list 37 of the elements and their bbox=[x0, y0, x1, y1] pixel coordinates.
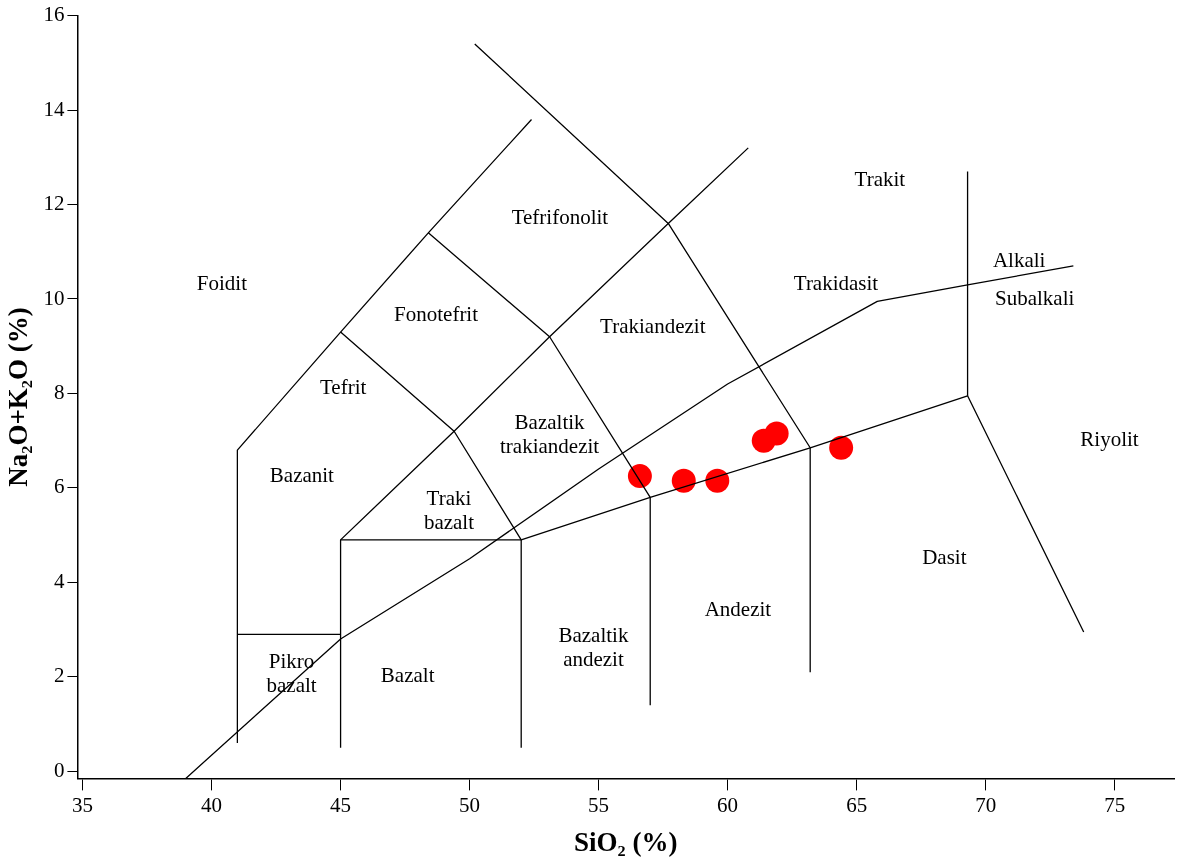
x-tick-label: 70 bbox=[975, 792, 997, 817]
x-axis-title: SiO₂ (%) bbox=[574, 826, 678, 857]
y-tick-label: 12 bbox=[43, 191, 65, 216]
y-tick-label: 10 bbox=[43, 285, 65, 310]
y-axis-title: Na₂O+K₂O (%) bbox=[3, 307, 34, 487]
x-tick-label: 35 bbox=[72, 792, 94, 817]
x-tick-label: 40 bbox=[201, 792, 223, 817]
x-tick-label: 75 bbox=[1104, 792, 1126, 817]
annotation: Trakiandezit bbox=[600, 313, 706, 338]
x-tick-label: 60 bbox=[717, 792, 739, 817]
annotation: Dasit bbox=[922, 545, 967, 570]
annotation: Subalkali bbox=[995, 285, 1075, 310]
y-tick-label: 14 bbox=[43, 96, 65, 121]
annotation: Trakidasit bbox=[793, 271, 879, 296]
annotation: Traki bazalt bbox=[423, 486, 475, 535]
annotation: Bazalt bbox=[380, 663, 435, 688]
x-tick-label: 65 bbox=[846, 792, 868, 817]
y-tick-label: 6 bbox=[53, 474, 65, 499]
y-tick-label: 0 bbox=[53, 757, 65, 782]
annotation: Bazaltik trakiandezit bbox=[500, 410, 600, 459]
annotation: Tefrit bbox=[319, 375, 367, 400]
y-tick-label: 16 bbox=[43, 2, 65, 27]
y-tick-label: 2 bbox=[53, 663, 65, 688]
annotation: Foidit bbox=[196, 271, 248, 296]
annotation: Trakit bbox=[854, 167, 906, 192]
annotation: Bazanit bbox=[269, 462, 335, 487]
annotation: Fonotefrit bbox=[394, 302, 479, 327]
annotation: Alkali bbox=[992, 247, 1046, 272]
x-tick-label: 55 bbox=[588, 792, 610, 817]
y-tick-label: 8 bbox=[53, 379, 65, 404]
y-tick-label: 4 bbox=[53, 568, 65, 593]
annotation: Bazaltik andezit bbox=[558, 623, 629, 672]
annotation: Andezit bbox=[704, 597, 772, 622]
x-tick-label: 45 bbox=[330, 792, 352, 817]
annotation: Riyolit bbox=[1080, 427, 1139, 452]
annotation: Tefrifonolit bbox=[511, 205, 609, 230]
x-tick-label: 50 bbox=[459, 792, 481, 817]
